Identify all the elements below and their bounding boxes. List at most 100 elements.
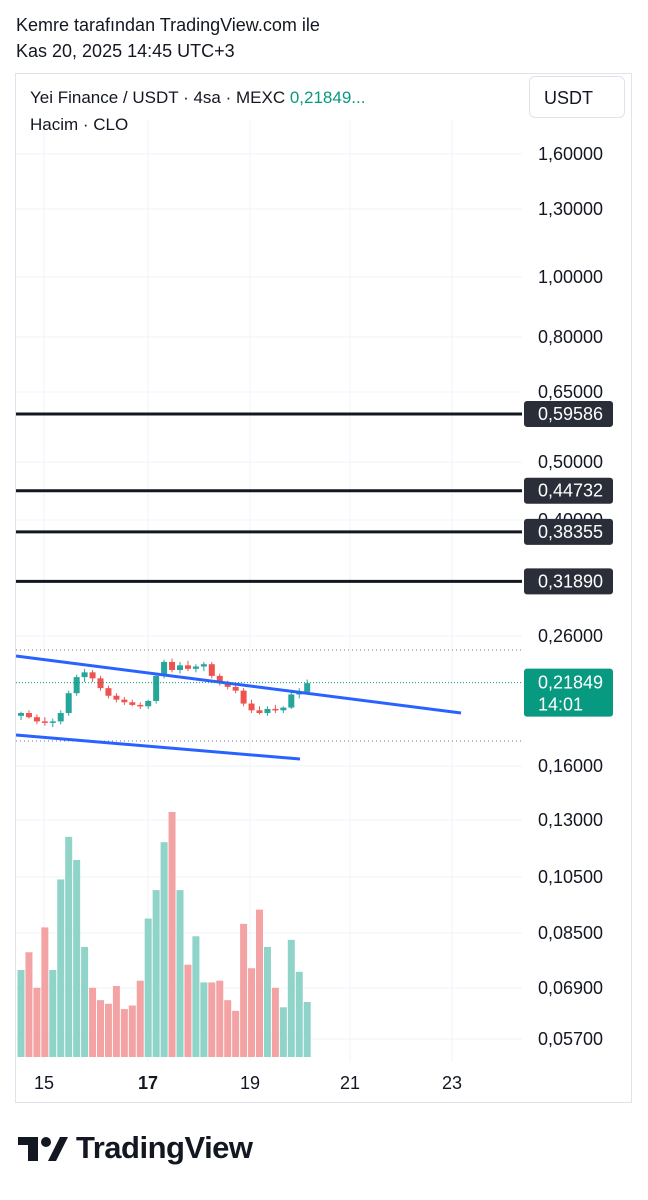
candle-body[interactable] xyxy=(65,693,72,714)
y-axis-tick-label: 0,08500 xyxy=(538,923,603,943)
candle-body[interactable] xyxy=(272,708,279,711)
volume-bar xyxy=(248,968,256,1057)
volume-bar xyxy=(128,1005,136,1057)
y-axis-tick-label: 0,16000 xyxy=(538,756,603,776)
volume-bar xyxy=(49,970,57,1057)
candle-body[interactable] xyxy=(232,686,239,691)
candle-body[interactable] xyxy=(97,678,104,689)
candle-body[interactable] xyxy=(153,675,160,701)
candle-body[interactable] xyxy=(57,713,64,722)
volume-bar xyxy=(57,879,65,1057)
brand-wordmark: TradingView xyxy=(76,1130,253,1165)
timestamp-line: Kas 20, 2025 14:45 UTC+3 xyxy=(16,41,235,61)
volume-bar xyxy=(120,1009,128,1057)
volume-bar xyxy=(271,987,279,1057)
candle-body[interactable] xyxy=(161,661,168,676)
candle-body[interactable] xyxy=(208,664,215,676)
candle-body[interactable] xyxy=(137,704,144,707)
x-axis-tick-label: 21 xyxy=(340,1073,360,1093)
y-axis-tick-label: 0,26000 xyxy=(538,626,603,646)
level-price-tag xyxy=(524,568,613,595)
volume-bar xyxy=(224,1000,232,1057)
currency-unit-button[interactable]: USDT xyxy=(529,76,625,118)
volume-bar xyxy=(41,927,49,1057)
x-axis-tick-label: 17 xyxy=(138,1073,158,1093)
candle-body[interactable] xyxy=(33,717,40,722)
candle-body[interactable] xyxy=(177,665,183,670)
candle-body[interactable] xyxy=(105,688,112,696)
candle-body[interactable] xyxy=(73,677,80,694)
volume-bar xyxy=(263,946,271,1057)
y-axis-tick-label: 1,60000 xyxy=(538,144,603,164)
volume-bar xyxy=(136,980,144,1057)
candle-body[interactable] xyxy=(192,666,199,669)
candle-body[interactable] xyxy=(81,672,88,678)
last-price-tag xyxy=(524,668,613,717)
lower-trendline[interactable] xyxy=(15,733,301,761)
volume-bar xyxy=(25,952,33,1057)
candle-body[interactable] xyxy=(200,664,207,667)
level-price-tag xyxy=(524,518,613,545)
candle-body[interactable] xyxy=(280,707,287,711)
candle-body[interactable] xyxy=(49,721,56,723)
x-axis-tick-label: 19 xyxy=(240,1073,260,1093)
candle-body[interactable] xyxy=(89,672,96,679)
candle-body[interactable] xyxy=(248,703,255,711)
volume-bar xyxy=(216,980,224,1057)
volume-bar xyxy=(89,987,97,1057)
volume-bar xyxy=(295,971,303,1057)
candle-body[interactable] xyxy=(145,700,152,707)
candle-body[interactable] xyxy=(169,661,176,670)
author-line: Kemre tarafından TradingView.com ile xyxy=(16,15,320,35)
tradingview-logo: TradingView xyxy=(18,1130,253,1166)
symbol-title[interactable]: Yei Finance / USDT · 4sa · MEXC xyxy=(30,88,286,107)
volume-bar xyxy=(256,909,263,1057)
volume-bar xyxy=(17,970,25,1057)
y-axis-tick-label: 1,00000 xyxy=(538,267,603,287)
candle-body[interactable] xyxy=(304,683,311,692)
volume-bar xyxy=(152,890,160,1057)
volume-bar xyxy=(112,985,120,1057)
level-price-label: 0,59586 xyxy=(538,404,603,424)
volume-bar xyxy=(287,939,295,1057)
volume-bar xyxy=(200,982,208,1057)
x-axis-tick-label: 15 xyxy=(34,1073,54,1093)
volume-bar xyxy=(208,982,216,1057)
volume-bar xyxy=(97,1000,104,1057)
candle-body[interactable] xyxy=(216,675,223,684)
level-price-label: 0,38355 xyxy=(538,522,603,542)
chart-frame xyxy=(15,73,632,1103)
volume-bar xyxy=(184,964,192,1057)
candle-body[interactable] xyxy=(256,710,263,714)
volume-bar xyxy=(168,812,176,1057)
candle-body[interactable] xyxy=(121,699,128,703)
candle-body[interactable] xyxy=(240,690,247,704)
level-price-label: 0,44732 xyxy=(538,481,603,501)
candle-body[interactable] xyxy=(129,702,136,705)
y-axis-tick-label: 0,06900 xyxy=(538,978,603,998)
upper-trendline[interactable] xyxy=(15,654,462,715)
candle-body[interactable] xyxy=(25,713,32,718)
y-axis-tick-label: 0,13000 xyxy=(538,810,603,830)
level-price-tag xyxy=(524,477,613,504)
chart-legend: Yei Finance / USDT · 4sa · MEXC 0,21849.… xyxy=(30,84,365,138)
x-axis-tick-label: 23 xyxy=(442,1073,462,1093)
bar-countdown-label: 14:01 xyxy=(538,695,583,715)
candle-body[interactable] xyxy=(288,694,295,708)
share-header: Kemre tarafından TradingView.com ile Kas… xyxy=(16,12,320,64)
candle-body[interactable] xyxy=(264,708,271,714)
candle-body[interactable] xyxy=(113,695,120,700)
tradingview-logo-icon xyxy=(18,1137,68,1161)
volume-bar xyxy=(160,842,168,1057)
volume-bar xyxy=(81,946,89,1057)
y-axis-tick-label: 0,50000 xyxy=(538,452,603,472)
candle-body[interactable] xyxy=(41,721,48,723)
candle-body[interactable] xyxy=(224,683,231,687)
candle-body[interactable] xyxy=(184,665,191,669)
y-axis-tick-label: 0,80000 xyxy=(538,327,603,347)
volume-bar xyxy=(279,1007,287,1057)
candle-body[interactable] xyxy=(18,713,24,716)
volume-indicator-label[interactable]: Hacim · CLO xyxy=(30,115,129,134)
volume-bar xyxy=(73,859,81,1057)
